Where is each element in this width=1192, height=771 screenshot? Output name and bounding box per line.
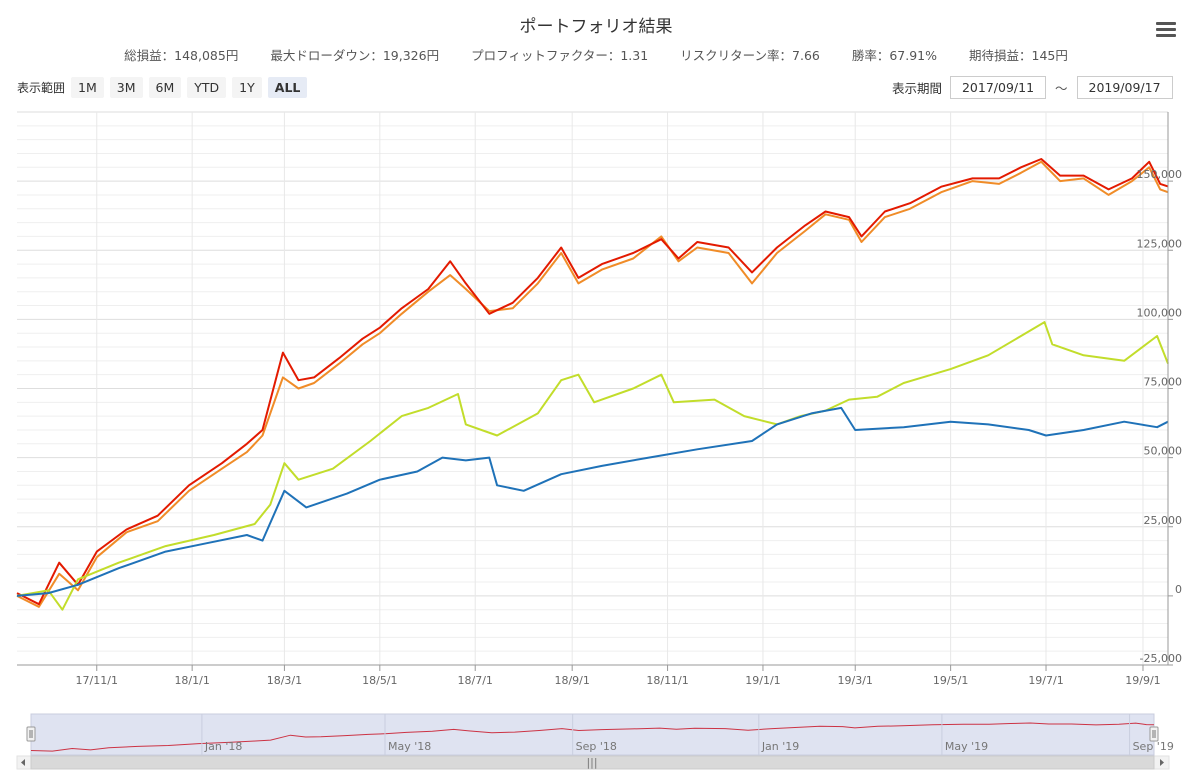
page-title: ポートフォリオ結果 xyxy=(519,17,673,37)
navigator-line xyxy=(30,722,1155,752)
series-lines xyxy=(16,158,1169,611)
navigator-body: Jan '18 May '18 Sep '18 Jan '19 May '19 Sep '… xyxy=(16,713,1174,770)
x-tick-label: 18/9/1 xyxy=(554,674,589,687)
range-button-3m[interactable]: 3M xyxy=(109,77,143,98)
stat-total-pnl: 総損益：148,085円 xyxy=(124,48,239,63)
stat-win-rate: 勝率：67.91% xyxy=(851,48,938,63)
x-tick-label: 18/5/1 xyxy=(362,674,397,687)
y-tick-label: 0 xyxy=(1175,583,1182,596)
scroll-left-arrow-icon[interactable] xyxy=(21,759,25,766)
stat-risk-return: リスクリターン率：7.66 xyxy=(680,48,820,63)
x-tick-label: 18/3/1 xyxy=(267,674,302,687)
navigator-label: Sep '19 xyxy=(1133,740,1174,753)
scrollbar-thumb[interactable] xyxy=(30,755,1155,770)
range-button-1y[interactable]: 1Y xyxy=(232,77,262,98)
range-button-1m[interactable]: 1M xyxy=(71,77,104,98)
navigator-label: May '18 xyxy=(388,740,431,753)
stat-profit-factor: プロフィットファクター：1.31 xyxy=(471,48,649,63)
grid xyxy=(17,111,1168,666)
navigator-left-handle[interactable] xyxy=(26,726,36,742)
y-tick-label: 50,000 xyxy=(1144,445,1183,458)
y-tick-label: 125,000 xyxy=(1137,237,1183,250)
navigator-label: Sep '18 xyxy=(576,740,617,753)
x-tick-label: 19/7/1 xyxy=(1028,674,1063,687)
range-button-6m[interactable]: 6M xyxy=(148,77,182,98)
navigator-window[interactable] xyxy=(30,713,1155,756)
range-selector: 表示範囲 1M 3M 6M YTD 1Y ALL xyxy=(17,77,313,98)
stat-max-drawdown: 最大ドローダウン：19,326円 xyxy=(270,48,440,63)
x-tick-label: 19/5/1 xyxy=(933,674,968,687)
range-label: 表示範囲 xyxy=(17,81,66,95)
y-tick-label: 25,000 xyxy=(1144,514,1183,527)
y-tick-label: 100,000 xyxy=(1137,306,1183,319)
x-tick-label: 19/1/1 xyxy=(745,674,780,687)
period-to-input[interactable]: 2019/09/17 xyxy=(1076,76,1173,99)
series-line-1 xyxy=(16,160,1169,608)
hamburger-menu-icon[interactable] xyxy=(1156,22,1176,40)
y-tick-label: 75,000 xyxy=(1144,376,1183,389)
navigator-label: May '19 xyxy=(945,740,988,753)
stat-expected-pnl: 期待損益：145円 xyxy=(969,48,1068,63)
navigator[interactable]: Jan '18 May '18 Sep '18 Jan '19 May '19 Sep '… xyxy=(0,700,1192,771)
scroll-right-arrow-icon[interactable] xyxy=(1160,759,1164,766)
period-label: 表示期間 xyxy=(892,81,943,96)
period-separator: ～ xyxy=(1055,81,1068,96)
period-selector: 表示期間 2017/09/11 ～ 2019/09/17 xyxy=(892,76,1173,99)
range-button-all[interactable]: ALL xyxy=(267,77,308,98)
scrollbar-grip[interactable]: ||| xyxy=(586,756,597,769)
navigator-label: Jan '18 xyxy=(204,740,242,753)
range-button-ytd[interactable]: YTD xyxy=(187,77,227,98)
period-from-input[interactable]: 2017/09/11 xyxy=(950,76,1047,99)
series-line-4 xyxy=(16,406,1169,597)
x-tick-label: 18/7/1 xyxy=(458,674,493,687)
navigator-right-handle[interactable] xyxy=(1149,726,1159,742)
x-tick-label: 17/11/1 xyxy=(76,674,118,687)
y-tick-label: -25,000 xyxy=(1140,652,1182,665)
main-chart: 17/11/1 18/1/1 18/3/1 18/5/1 18/7/1 18/9/1 18/… xyxy=(16,111,1182,687)
y-tick-label: 150,000 xyxy=(1137,168,1183,181)
x-tick-label: 19/3/1 xyxy=(838,674,873,687)
stats-summary: 総損益：148,085円 最大ドローダウン：19,326円 プロフィットファクタ… xyxy=(0,45,1192,64)
series-line-2 xyxy=(16,158,1169,606)
navigator-label: Jan '19 xyxy=(761,740,799,753)
series-line-3 xyxy=(16,321,1169,611)
x-tick-label: 19/9/1 xyxy=(1125,674,1160,687)
x-tick-label: 18/11/1 xyxy=(646,674,688,687)
axes: 17/11/1 18/1/1 18/3/1 18/5/1 18/7/1 18/9/1 18/… xyxy=(17,112,1182,687)
x-tick-label: 18/1/1 xyxy=(174,674,209,687)
